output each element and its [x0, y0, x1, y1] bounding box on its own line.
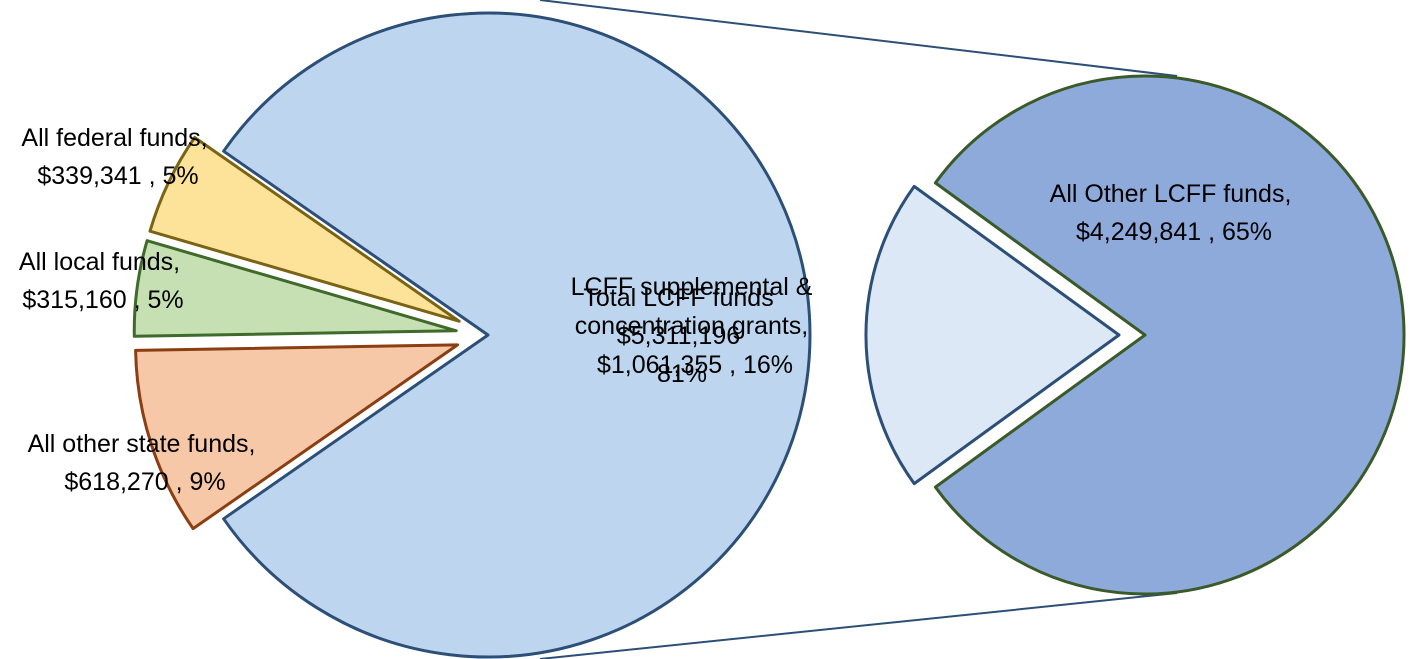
label-lcff-supplemental-line1: LCFF supplemental &	[571, 273, 813, 301]
label-lcff-supplemental: LCFF supplemental & concentration grants…	[571, 273, 820, 379]
connector-line-top	[539, 0, 1178, 77]
label-other-state: All other state funds, $618,270 , 9%	[28, 430, 263, 496]
label-all-other-lcff: All Other LCFF funds, $4,249,841 , 65%	[1050, 180, 1299, 246]
label-other-state-line2: $618,270 , 9%	[64, 468, 225, 496]
slice-all-local-funds	[132, 239, 458, 338]
label-local-line2: $315,160 , 5%	[22, 286, 183, 314]
label-federal-line1: All federal funds,	[21, 124, 207, 152]
label-local: All local funds, $315,160 , 5%	[19, 248, 187, 314]
label-lcff-supplemental-line3: $1,061,355 , 16%	[597, 351, 793, 379]
label-total-lcff-line2: $5,311,196	[617, 322, 740, 350]
label-total-lcff-line3: 81%	[657, 360, 707, 388]
label-federal: All federal funds, $339,341 , 5%	[21, 124, 214, 190]
label-all-other-lcff-line1: All Other LCFF funds,	[1050, 180, 1292, 208]
slice-all-other-lcff-funds	[933, 74, 1406, 596]
label-other-state-line1: All other state funds,	[28, 430, 256, 458]
slice-all-federal-funds	[148, 136, 461, 323]
label-all-other-lcff-line2: $4,249,841 , 65%	[1076, 218, 1272, 246]
slice-all-other-state-funds	[134, 343, 460, 531]
label-federal-line2: $339,341 , 5%	[37, 162, 198, 190]
label-lcff-supplemental-line2: concentration grants,	[575, 312, 808, 340]
label-total-lcff: Total LCFF funds $5,311,196 81%	[583, 284, 780, 388]
label-total-lcff-line1: Total LCFF funds	[583, 284, 773, 312]
slice-total-lcff-funds	[222, 11, 812, 659]
connector-line-bottom	[539, 592, 1178, 659]
label-local-line1: All local funds,	[19, 248, 180, 276]
slice-lcff-supplemental-concentration	[864, 184, 1121, 486]
